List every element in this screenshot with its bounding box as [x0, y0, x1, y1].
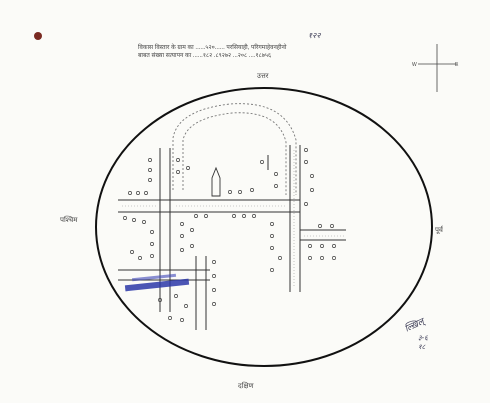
dashed-path [172, 103, 297, 195]
direction-east-label: पूर्व [435, 227, 443, 234]
ink-stain [34, 32, 42, 40]
header-line-1-label: विकास विस्तार के ग्राम का [138, 45, 194, 51]
highlighted-ink-mark [124, 273, 190, 292]
compass-icon: W E [412, 44, 459, 92]
header-line-1: विकास विस्तार के ग्राम का ......५२०.....… [138, 44, 286, 52]
road-lines [118, 145, 346, 330]
header-line-2-value: ......१८२ .८९२७२ ...२०८ ....१८७५६ [192, 53, 272, 59]
header-line-2: बाबत संख्या सत्यापन का ......१८२ .८९२७२ … [138, 52, 286, 60]
svg-text:E: E [455, 62, 459, 68]
header-line-1-value: ......५२०...... परसियाही, परिगमाहेवनहीनो [195, 45, 287, 51]
header-overwrite-note: १२२ [308, 31, 321, 40]
svg-text:W: W [412, 62, 417, 68]
direction-west-label: पश्चिम [60, 217, 78, 224]
direction-north-label: उत्तर [257, 73, 269, 80]
header-line-2-label: बाबत संख्या सत्यापन का [138, 53, 192, 59]
document-header: विकास विस्तार के ग्राम का ......५२०.....… [138, 44, 286, 60]
house-markers [123, 148, 336, 322]
village-boundary [95, 87, 433, 367]
temple-icon [211, 166, 221, 197]
direction-south-label: दक्षिण [238, 383, 254, 390]
signature-note: ३-६ १८ [418, 334, 428, 351]
plot-dotted-lines [122, 150, 344, 288]
